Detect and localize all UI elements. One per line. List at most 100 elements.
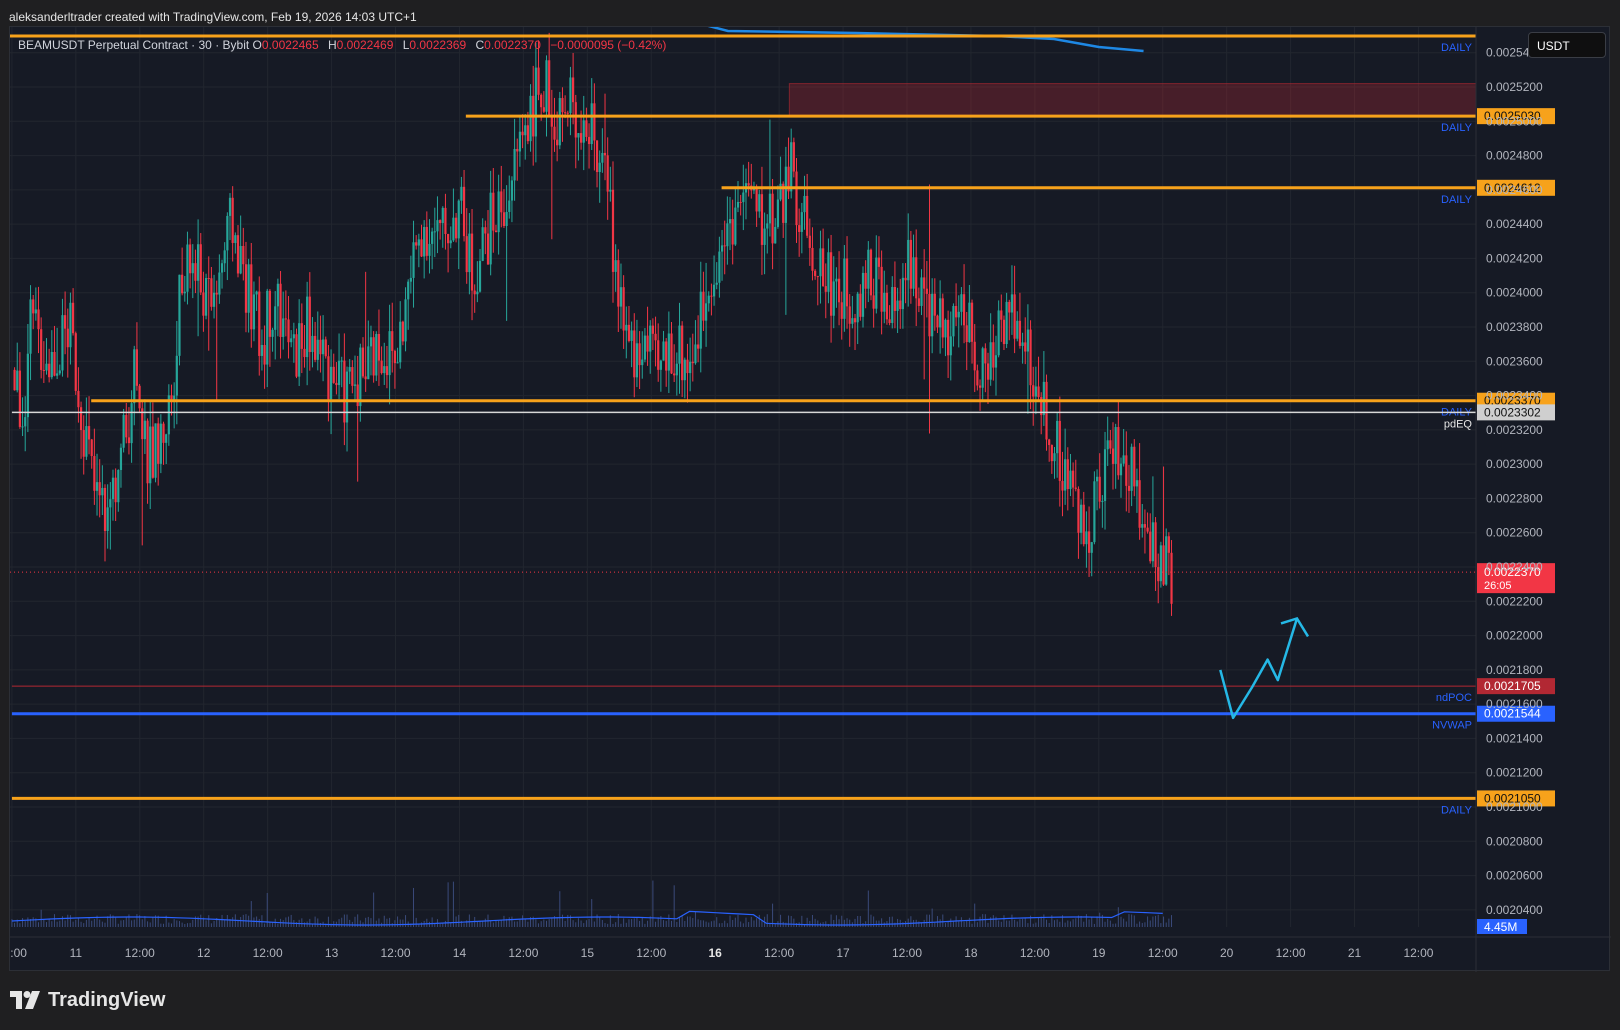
level-label-daily: DAILY xyxy=(1441,194,1473,206)
candle-body xyxy=(917,298,920,306)
candle-body xyxy=(417,239,420,246)
candle-body xyxy=(1138,480,1141,528)
candle-body xyxy=(143,420,147,440)
tradingview-footer: TradingView xyxy=(10,988,165,1012)
candle-body xyxy=(228,197,232,216)
candle-body xyxy=(657,340,660,370)
candle-body xyxy=(1085,531,1088,545)
price-badge-text: 0.0021050 xyxy=(1484,791,1541,805)
candle-body xyxy=(736,201,740,208)
candle-body xyxy=(383,366,386,374)
candle-body xyxy=(1101,500,1104,502)
candle-body xyxy=(832,281,835,316)
candle-body xyxy=(494,230,498,233)
candle-body xyxy=(1154,522,1157,568)
x-tick-label: 12:00 xyxy=(381,946,411,960)
candle-body xyxy=(502,212,506,226)
candle-body xyxy=(295,334,298,377)
candle-body xyxy=(1079,504,1083,533)
y-tick-label: 0.0023800 xyxy=(1486,320,1543,334)
y-tick-label: 0.0024800 xyxy=(1486,149,1543,163)
x-tick-label: 18 xyxy=(964,946,978,960)
x-tick-label: 21 xyxy=(1348,946,1362,960)
candle-body xyxy=(699,291,702,349)
y-tick-label: 0.0021800 xyxy=(1486,663,1543,677)
candle-body xyxy=(1005,301,1008,345)
candle-body xyxy=(861,272,865,317)
candle-body xyxy=(747,183,750,186)
candle-body xyxy=(449,240,452,244)
candle-body xyxy=(643,335,647,360)
candle-body xyxy=(968,302,971,343)
candle-body xyxy=(194,263,197,281)
candle-body xyxy=(486,233,490,265)
candle-body xyxy=(409,277,412,282)
price-badge-text: 0.0023302 xyxy=(1484,405,1541,419)
candle-body xyxy=(899,300,902,310)
candle-body xyxy=(1037,386,1040,398)
y-tick-label: 0.0024200 xyxy=(1486,251,1543,265)
candle-body xyxy=(1103,449,1107,501)
x-tick-label: 20 xyxy=(1220,946,1234,960)
candle-body xyxy=(1021,342,1024,346)
candle-body xyxy=(181,274,184,294)
candle-body xyxy=(548,60,551,116)
candle-body xyxy=(385,366,389,376)
chart-area[interactable]: DAILY DAILY 0.0025030 DAILY 0.0024612 DAILY 0.… xyxy=(9,26,1611,972)
candle-body xyxy=(175,355,178,396)
volume-ma-line xyxy=(11,910,1163,926)
price-chart[interactable]: DAILY DAILY 0.0025030 DAILY 0.0024612 DAILY 0.… xyxy=(10,27,1611,972)
candle-body xyxy=(1087,531,1091,553)
y-tick-label: 0.0023400 xyxy=(1486,389,1543,403)
candle-body xyxy=(119,447,123,470)
candle-body xyxy=(859,293,862,317)
y-tick-label: 0.0025200 xyxy=(1486,80,1543,94)
candle-body xyxy=(260,344,264,356)
candle-body xyxy=(484,227,487,234)
price-badge-pdeq xyxy=(1477,404,1555,421)
candle-body xyxy=(994,355,998,368)
candle-body xyxy=(1125,455,1128,486)
candle-body xyxy=(792,142,795,172)
candle-body xyxy=(476,291,479,295)
x-tick-label: 12:00 xyxy=(508,946,538,960)
tradingview-logo-icon xyxy=(10,991,40,1009)
candle-body xyxy=(603,152,607,156)
candle-body xyxy=(1029,329,1032,386)
candle-body xyxy=(407,281,410,300)
x-tick-label: 12:00 xyxy=(253,946,283,960)
candle-body xyxy=(1048,439,1051,446)
candle-body xyxy=(774,226,777,244)
candle-body xyxy=(87,426,91,440)
candle-body xyxy=(431,231,434,244)
level-label-nvwap: NVWAP xyxy=(1432,720,1472,732)
candle-body xyxy=(814,270,817,277)
candle-body xyxy=(234,235,237,244)
candle-body xyxy=(784,166,787,223)
x-tick-label: 15 xyxy=(581,946,595,960)
candle-body xyxy=(279,283,282,337)
candle-body xyxy=(79,407,83,431)
candle-body xyxy=(1165,536,1168,585)
candle-body xyxy=(601,152,604,163)
candle-body xyxy=(377,333,381,361)
candle-body xyxy=(558,98,561,146)
candle-body xyxy=(359,347,362,407)
candle-body xyxy=(1162,545,1165,585)
candle-body xyxy=(1000,310,1003,320)
candle-body xyxy=(920,277,923,306)
currency-button[interactable]: USDT xyxy=(1528,32,1606,58)
candle-body xyxy=(489,192,492,265)
candle-body xyxy=(388,331,391,376)
candle-body xyxy=(662,341,665,361)
attribution-text: aleksanderltrader created with TradingVi… xyxy=(9,10,417,24)
x-tick-label: 12:00 xyxy=(1148,946,1178,960)
candle-body xyxy=(391,331,394,351)
candle-body xyxy=(925,288,928,294)
candle-body xyxy=(1069,470,1072,490)
x-tick-label: 16 xyxy=(709,946,723,960)
projection-arrowhead xyxy=(1280,616,1310,638)
candle-body xyxy=(170,395,173,402)
y-tick-label: 0.0022200 xyxy=(1486,594,1543,608)
candle-body xyxy=(223,250,226,264)
